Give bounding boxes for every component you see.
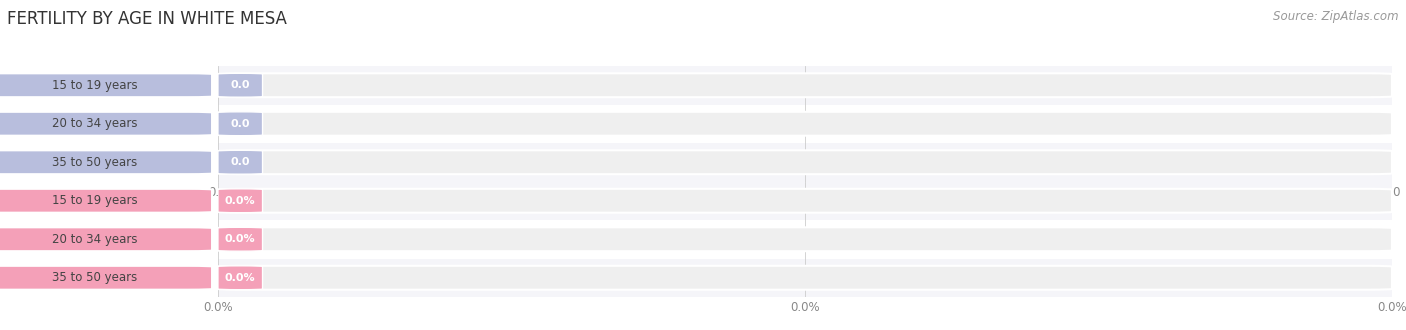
Bar — [218, 258, 1392, 297]
Text: 0.0%: 0.0% — [225, 196, 256, 206]
Bar — [218, 66, 1392, 105]
FancyBboxPatch shape — [218, 112, 263, 136]
Bar — [218, 143, 1392, 182]
Text: 0.0: 0.0 — [231, 157, 250, 167]
FancyBboxPatch shape — [218, 73, 263, 97]
Bar — [218, 182, 1392, 220]
Text: 20 to 34 years: 20 to 34 years — [52, 233, 138, 246]
Text: 20 to 34 years: 20 to 34 years — [52, 117, 138, 130]
FancyBboxPatch shape — [0, 266, 212, 290]
Text: 0.0%: 0.0% — [225, 273, 256, 283]
Text: 0.0: 0.0 — [231, 80, 250, 90]
Text: 15 to 19 years: 15 to 19 years — [52, 79, 138, 92]
FancyBboxPatch shape — [0, 112, 212, 136]
Text: 35 to 50 years: 35 to 50 years — [52, 156, 138, 169]
Text: 35 to 50 years: 35 to 50 years — [52, 271, 138, 284]
FancyBboxPatch shape — [218, 189, 263, 213]
Text: Source: ZipAtlas.com: Source: ZipAtlas.com — [1274, 10, 1399, 23]
FancyBboxPatch shape — [218, 227, 1392, 251]
Text: FERTILITY BY AGE IN WHITE MESA: FERTILITY BY AGE IN WHITE MESA — [7, 10, 287, 28]
FancyBboxPatch shape — [218, 227, 263, 251]
Text: 15 to 19 years: 15 to 19 years — [52, 194, 138, 207]
Bar — [218, 105, 1392, 143]
FancyBboxPatch shape — [218, 73, 1392, 97]
Bar — [218, 220, 1392, 258]
FancyBboxPatch shape — [218, 112, 1392, 136]
FancyBboxPatch shape — [0, 73, 212, 97]
FancyBboxPatch shape — [0, 227, 212, 251]
FancyBboxPatch shape — [218, 189, 1392, 213]
FancyBboxPatch shape — [0, 150, 212, 174]
FancyBboxPatch shape — [218, 150, 263, 174]
FancyBboxPatch shape — [218, 266, 263, 290]
Text: 0.0%: 0.0% — [225, 234, 256, 244]
FancyBboxPatch shape — [0, 189, 212, 213]
FancyBboxPatch shape — [218, 266, 1392, 290]
Text: 0.0: 0.0 — [231, 119, 250, 129]
FancyBboxPatch shape — [218, 150, 1392, 174]
